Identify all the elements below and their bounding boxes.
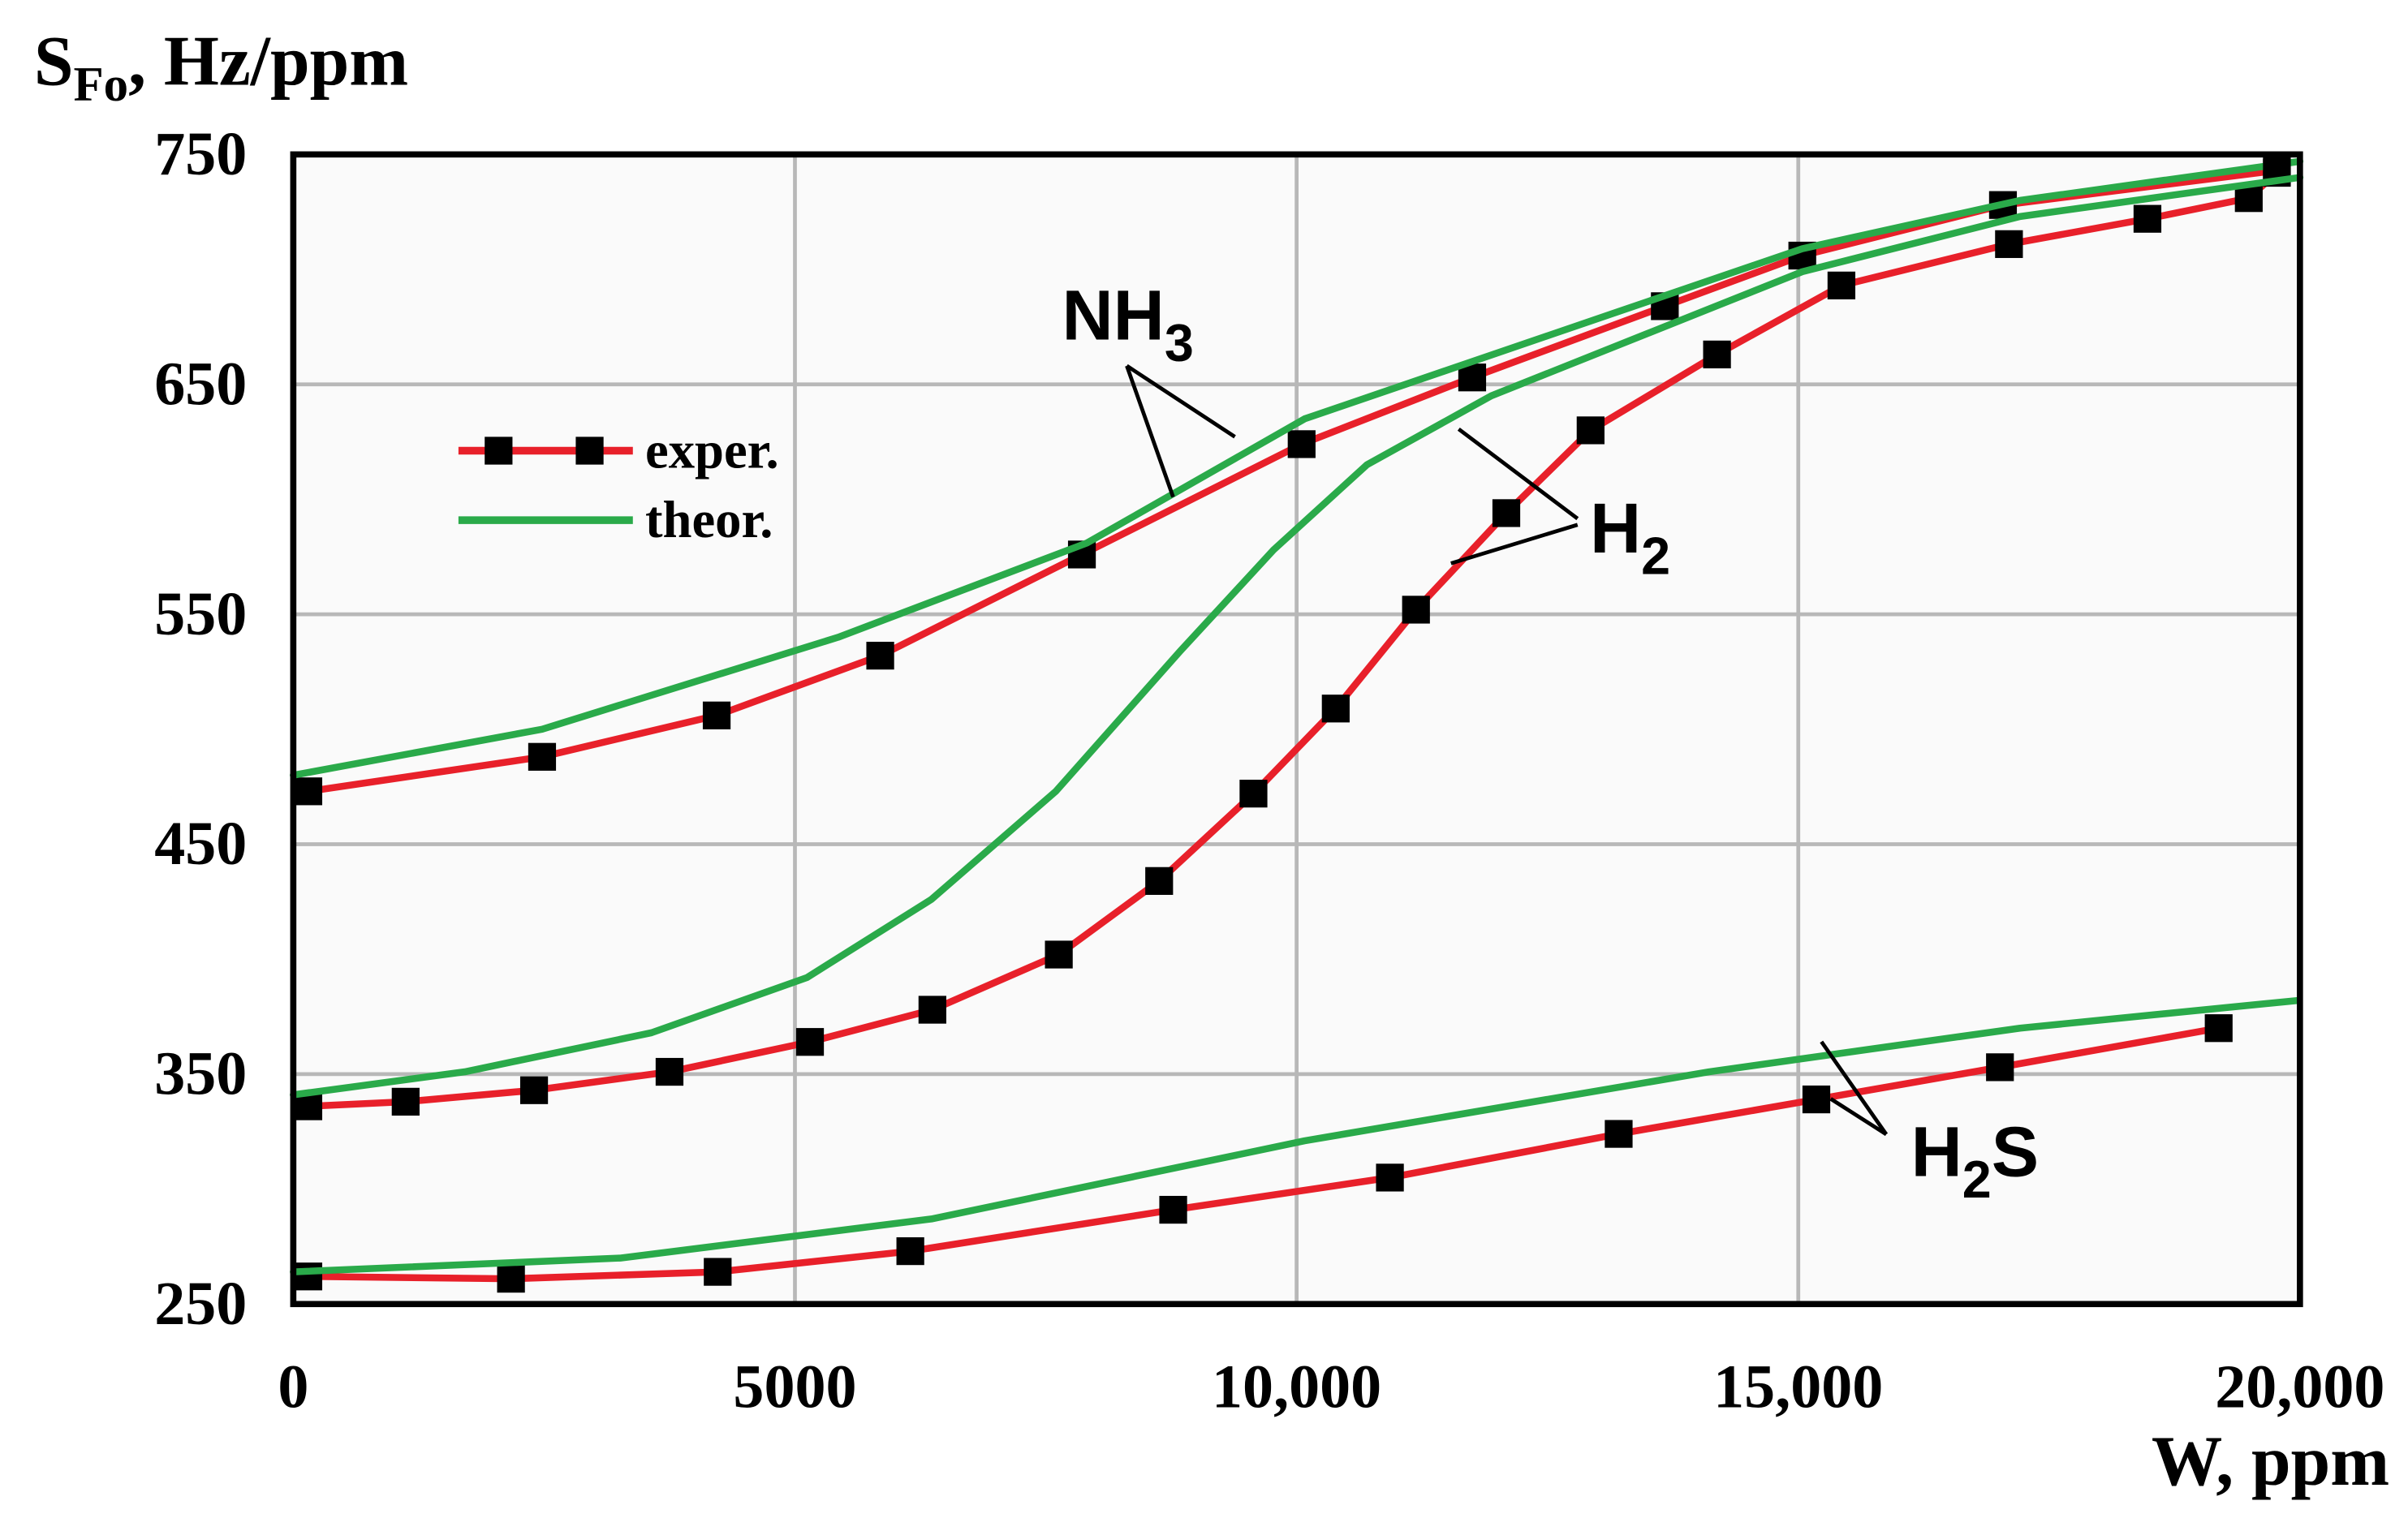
y-label-main: S [34,22,74,101]
y-tick-label: 350 [154,1040,247,1108]
annotation-leaders [1125,363,1889,1137]
y-tick-label: 550 [154,580,247,648]
x-axis-title: W, ppm [2152,1421,2389,1500]
annotation-sub: 2 [1962,1150,1992,1209]
lines [290,157,2304,1293]
data-marker [294,1262,323,1291]
data-marker [1986,1053,2014,1082]
data-marker [1045,940,1073,969]
data-marker [1376,1163,1404,1192]
x-tick-label: 0 [278,1353,308,1421]
annotation: H2S [1911,1112,2039,1209]
data-marker [1576,416,1605,445]
series-line [304,1024,2223,1283]
data-marker [655,1057,684,1086]
data-marker [1492,499,1521,527]
data-marker [1802,1085,1831,1114]
data-marker [1703,340,1731,369]
data-marker [2204,1014,2233,1043]
y-label-sub: Fo [73,58,128,112]
data-marker [519,1076,549,1104]
y-tick-label: 250 [154,1270,247,1338]
data-marker [2133,204,2162,233]
annotation-sub: 3 [1165,313,1194,372]
data-marker [391,1087,420,1116]
x-tick-label: 5000 [733,1353,856,1421]
data-marker [1402,596,1430,624]
legend-marker [485,437,513,465]
data-marker [1321,695,1350,723]
data-marker [1287,430,1316,458]
data-marker [1827,271,1856,299]
data-marker [702,701,731,729]
data-marker [1239,780,1268,808]
y-label-rest: , Hz/ppm [128,22,408,101]
data-marker [704,1258,732,1286]
data-marker [918,996,946,1024]
data-marker [294,777,323,806]
y-axis-title: SFo, Hz/ppm [34,22,408,112]
data-marker [497,1264,525,1293]
legend-label: exper. [645,420,779,479]
data-marker [528,742,557,771]
plot-border [290,151,2303,1308]
annotation-text: H [1911,1112,1962,1191]
y-tick-label: 650 [154,350,247,418]
series-line [290,996,2301,1275]
annotation-text: NH [1062,276,1165,355]
data-marker [866,642,894,670]
data-marker [795,1028,825,1056]
data-marker [1605,1120,1633,1148]
y-tick-label: 450 [154,810,247,878]
data-marker [1145,867,1174,895]
x-tick-label: 10,000 [1212,1353,1381,1421]
series-line [290,157,2304,779]
data-marker [1159,1195,1187,1224]
series-line [290,174,2304,1099]
legend-label: theor. [645,490,773,548]
data-marker [1995,230,2023,258]
data-marker [896,1236,924,1266]
x-tick-label: 20,000 [2215,1353,2384,1421]
y-tick-label: 750 [154,120,247,188]
x-tick-label: 15,000 [1713,1353,1883,1421]
legend: exper. theor. [458,420,779,548]
legend-marker [575,437,604,465]
annotation-text: H [1590,488,1641,568]
annotation-sub: 2 [1641,527,1670,586]
annotation-rest: S [1992,1112,2039,1191]
annotation: NH3 [1062,276,1194,373]
annotation: H2 [1590,488,1670,586]
